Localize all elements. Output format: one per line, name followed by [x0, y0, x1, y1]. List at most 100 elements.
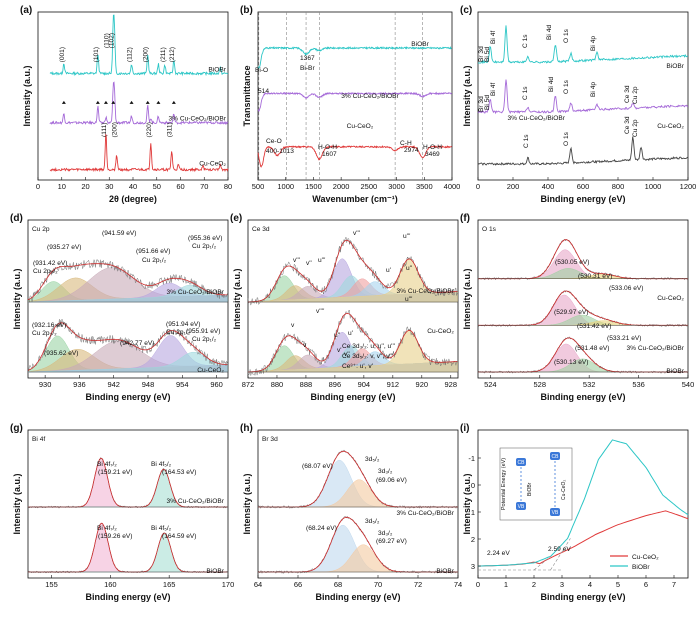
band-diagram-inset: Potential Energy (eV) CB VB CB VB BiOBr Cu-CeO… [499, 447, 573, 521]
x-tick-label: 74 [454, 580, 462, 589]
triangle-marker [95, 100, 100, 104]
x-tick-label: 928 [445, 380, 458, 389]
annotation: Bi 4d [546, 25, 553, 40]
x-tick-label: 50 [153, 182, 161, 191]
x-tick-label: 3000 [388, 182, 405, 191]
series-label: Cu-CeO₂ [657, 295, 684, 302]
annotation: Cu 2p₁/₂ [192, 243, 217, 250]
annotation: (69.27 eV) [376, 538, 407, 545]
x-tick-label: 20 [81, 182, 89, 191]
panel-letter: (e) [230, 213, 242, 224]
annotation: C 1s [522, 34, 529, 48]
annotation: (530.05 eV) [555, 259, 589, 266]
panel-letter: (c) [460, 5, 472, 16]
annotation: 3d₅/₂ [365, 456, 380, 463]
triangle-marker [103, 100, 108, 104]
annotation: Bi 4p [590, 36, 597, 51]
band-label: CB [518, 460, 526, 466]
annotation: Bi 4f [490, 83, 497, 96]
y-axis-label: Intensity (a.u.) [242, 473, 252, 534]
annotation: Ce 3d [624, 116, 631, 134]
annotation: (110) [103, 33, 110, 48]
xrd-series-0 [49, 14, 229, 77]
annotation: (112) [127, 47, 134, 62]
fit-component [258, 479, 458, 508]
x-tick-label: 500 [252, 182, 265, 191]
annotation: (531.42 eV) [577, 323, 611, 330]
panel-letter: (b) [240, 5, 253, 16]
annotation: Bi 5d [484, 47, 491, 62]
y2-tick-label: -1 [468, 454, 475, 463]
series-label: BiOBr [208, 66, 226, 73]
x-tick-label: 80 [224, 182, 232, 191]
plot-frame [27, 219, 229, 379]
series-label: BiOBr [206, 568, 224, 575]
annotation: 3469 [425, 151, 440, 158]
chart-panel-5: 524 528 532 536 540 Binding energy (eV) Intens… [460, 213, 694, 402]
fit-envelope [248, 239, 458, 303]
annotation: (941.59 eV) [102, 230, 136, 237]
vb-series-1 [477, 439, 689, 567]
annotation: (951.94 eV) [166, 321, 200, 328]
annotation: u' [348, 330, 353, 337]
x-tick-label: 2 [532, 580, 536, 589]
annotation: u''' [403, 233, 410, 240]
raw-data [247, 309, 458, 377]
legend-text: Ce³⁺: u', v' [342, 363, 373, 370]
band-label: VB [518, 504, 525, 510]
ftir-series-2 [257, 145, 452, 168]
y2-tick-label: 0 [471, 481, 475, 490]
annotation: v [303, 342, 307, 349]
x-tick-label: 165 [163, 580, 176, 589]
x-tick-label: 0 [476, 580, 480, 589]
plot-frame [27, 429, 229, 579]
panel-letter: (f) [460, 213, 470, 224]
annotation: u'' [406, 265, 412, 272]
inset-frame [499, 447, 573, 521]
ftir-series-1 [257, 91, 452, 113]
annotation: (533.21 eV) [607, 335, 641, 342]
annotation: Bi 4f₇/₂ [97, 525, 117, 532]
x-tick-label: 948 [142, 380, 155, 389]
x-tick-label: 60 [176, 182, 184, 191]
x-axis-label: Binding energy (eV) [310, 392, 395, 402]
series-label: 3% Cu-CeO₂/BiOBr [166, 289, 224, 296]
band-label: CB [552, 454, 560, 460]
xrd-series-2 [49, 134, 229, 173]
annotation: (955.36 eV) [188, 235, 222, 242]
plot-frame [477, 11, 689, 181]
annotation: (531.48 eV) [575, 345, 609, 352]
inset-axis-label: Potential Energy (eV) [501, 458, 507, 510]
series-label: 3% Cu-CeO₂/BiOBr [168, 116, 226, 123]
annotation: u''' [318, 257, 325, 264]
annotation: u'' [334, 332, 340, 339]
y-axis-label: Intensity (a.u.) [12, 268, 22, 329]
x-tick-label: 155 [45, 580, 58, 589]
x-tick-label: 2000 [333, 182, 350, 191]
x-tick-label: 64 [254, 580, 262, 589]
annotation: v''' [353, 230, 360, 237]
annotation: 3d₃/₂ [378, 468, 393, 475]
x-tick-label: 524 [484, 380, 497, 389]
x-tick-label: 5 [616, 580, 620, 589]
annotation: Cu 2p₁/₂ [166, 329, 191, 336]
annotation: (102) [108, 33, 115, 48]
panel-title: O 1s [482, 226, 497, 233]
x-tick-label: 400 [542, 182, 555, 191]
x-tick-label: 540 [682, 380, 695, 389]
chart-panel-4: 872 880 888 896 904 912 920 928 Binding energy (… [230, 213, 459, 402]
y-axis-label: Intensity (a.u.) [232, 268, 242, 329]
annotation: 1367 [300, 55, 315, 62]
xrd-series-1 [49, 81, 229, 126]
plot-frame [257, 11, 453, 181]
annotation: u''' [405, 296, 412, 303]
band-box [516, 502, 526, 510]
series-label: Cu-CeO₂ [427, 328, 454, 335]
annotation: Ce-O [266, 138, 282, 145]
annotation: (212) [169, 47, 176, 62]
x-tick-label: 7 [672, 580, 676, 589]
annotation: Bi 4f₅/₂ [151, 461, 172, 468]
annotation: O 1s [563, 79, 570, 94]
x-tick-label: 954 [176, 380, 189, 389]
ftir-series-0 [257, 45, 452, 70]
